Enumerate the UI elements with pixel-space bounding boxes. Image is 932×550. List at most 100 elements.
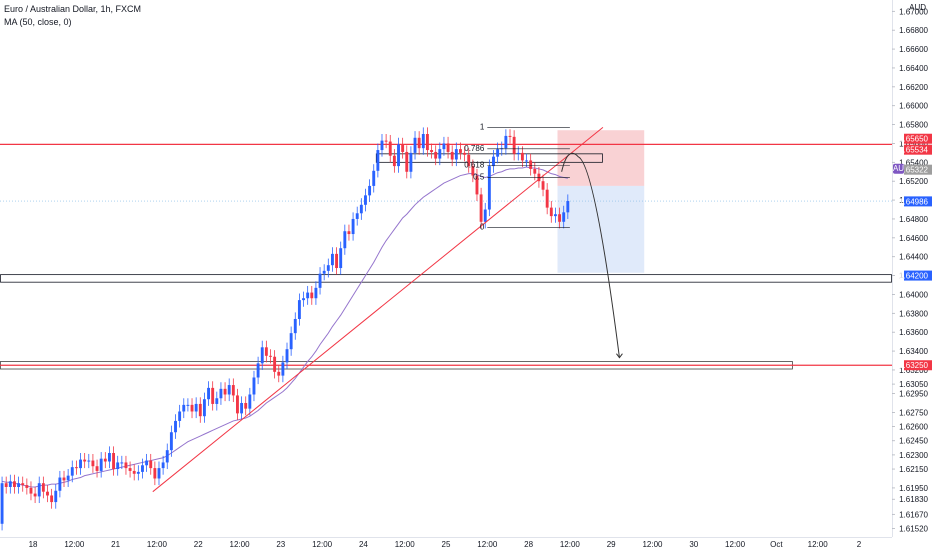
candle-body <box>326 265 330 271</box>
candle-body <box>169 432 173 451</box>
candle-body <box>302 298 305 301</box>
candle-body <box>124 462 128 469</box>
candle-body <box>13 481 16 487</box>
candle-body <box>248 394 252 409</box>
candle-body <box>417 137 421 149</box>
candle-body <box>434 151 438 159</box>
x-tick-label: 12:00 <box>147 540 168 549</box>
candle-body <box>318 273 322 288</box>
symbol-title: Euro / Australian Dollar, 1h, FXCM <box>4 4 142 14</box>
candle-body <box>231 385 235 396</box>
candle-body <box>553 214 557 217</box>
indicator-label: MA (50, close, 0) <box>4 17 72 27</box>
candle-body <box>269 355 272 357</box>
candle-body <box>99 458 103 471</box>
candle-body <box>29 487 33 494</box>
x-tick-label: 21 <box>111 540 120 549</box>
price-label-text: 1.65534 <box>899 146 928 155</box>
fib-level-label: 0 <box>480 222 485 231</box>
currency-label: AUD <box>909 3 926 12</box>
candle-body <box>87 460 91 462</box>
candle-body <box>149 460 153 469</box>
candle-body <box>50 495 54 503</box>
candle-body <box>8 481 12 487</box>
candle-body <box>380 140 384 151</box>
candle-body <box>112 453 116 470</box>
candle-body <box>145 460 149 466</box>
candle-body <box>463 152 467 155</box>
y-tick-label: 1.63600 <box>899 328 928 337</box>
candle-body <box>202 399 206 417</box>
y-tick-label: 1.62150 <box>899 465 928 474</box>
trendline <box>152 127 604 493</box>
y-tick-label: 1.61830 <box>899 495 928 504</box>
candle-body <box>46 491 49 496</box>
candle-body <box>529 160 533 169</box>
candle-body <box>264 347 268 356</box>
candle-body <box>450 151 454 160</box>
candle-body <box>310 292 314 299</box>
candle-body <box>549 207 553 217</box>
candle-body <box>368 185 372 196</box>
candle-body <box>516 152 520 154</box>
candle-body <box>91 460 95 467</box>
drawings-layer: 1 0.786 0.618 0.5 0 <box>152 122 623 493</box>
x-tick-label: 28 <box>524 540 533 549</box>
x-tick-label: Oct <box>770 540 783 549</box>
candle-body <box>496 149 500 157</box>
candle-body <box>475 175 479 195</box>
price-label-text: 1.65650 <box>899 135 928 144</box>
candle-body <box>74 467 78 469</box>
candle-body <box>467 154 471 167</box>
candle-body <box>504 135 508 149</box>
price-label-text: 1.65322 <box>899 166 928 175</box>
candle-body <box>240 402 244 414</box>
candle-body <box>409 152 413 172</box>
candle-body <box>322 270 326 274</box>
candle-body <box>347 231 351 235</box>
candle-body <box>157 468 161 479</box>
candle-body <box>95 466 99 471</box>
candle-body <box>141 465 144 472</box>
y-tick-label: 1.67000 <box>899 7 928 16</box>
x-tick-label: 12:00 <box>230 540 251 549</box>
stop-loss-zone <box>557 130 645 186</box>
candle-body <box>359 204 363 214</box>
price-label-box <box>904 270 932 281</box>
y-tick-label: 1.63200 <box>899 366 928 375</box>
zones-layer <box>0 130 892 370</box>
candle-body <box>120 462 124 464</box>
candle-body <box>405 151 409 172</box>
candle-body <box>165 450 169 463</box>
moving-average-line <box>1 166 568 488</box>
candle-body <box>413 137 417 153</box>
y-tick-label: 1.66000 <box>899 102 928 111</box>
candle-body <box>198 403 202 417</box>
candle-body <box>37 483 41 497</box>
candle-body <box>421 134 425 149</box>
candle-body <box>174 420 177 433</box>
y-tick-label: 1.66600 <box>899 45 928 54</box>
candle-body <box>190 404 194 412</box>
candle-body <box>525 160 528 162</box>
candle-body <box>219 388 223 399</box>
y-tick-label: 1.64400 <box>899 253 928 262</box>
candle-body <box>339 248 343 269</box>
price-label-box <box>904 144 932 155</box>
candle-body <box>459 149 462 153</box>
candle-body <box>430 150 433 152</box>
candle-body <box>128 468 132 471</box>
candle-body <box>186 404 190 406</box>
candle-body <box>545 189 549 208</box>
y-tick-label: 1.65400 <box>899 158 928 167</box>
y-tick-label: 1.61520 <box>899 525 928 534</box>
candle-body <box>79 459 82 469</box>
candle-body <box>376 150 380 171</box>
candle-body <box>252 377 256 395</box>
candle-body <box>487 166 491 210</box>
candle-body <box>392 155 396 167</box>
candle-body <box>562 212 566 222</box>
candle-body <box>343 231 347 249</box>
candle-body <box>103 458 107 462</box>
